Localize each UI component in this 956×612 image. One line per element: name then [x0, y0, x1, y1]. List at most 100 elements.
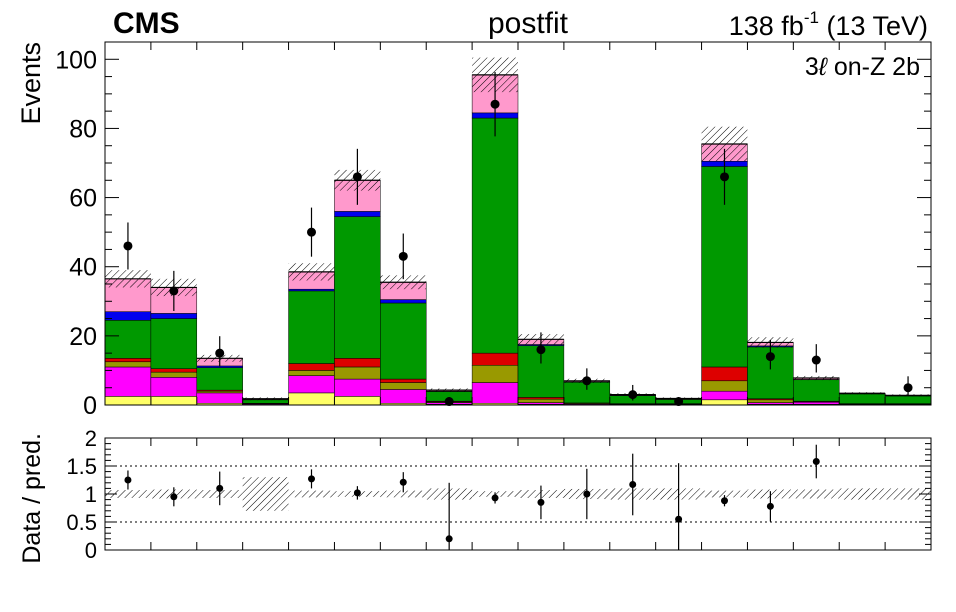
region-ell: ℓ: [818, 53, 828, 81]
ratio-uncertainty-band: [242, 477, 289, 511]
ratio-uncertainty-band: [105, 490, 151, 498]
ratio-y-tick-label: 0.5: [66, 510, 97, 535]
data-point: [169, 286, 179, 296]
ratio-uncertainty-band: [793, 489, 840, 499]
stack-segment-yellow: [288, 392, 335, 406]
lumi-superscript: -1: [804, 8, 819, 27]
ratio-point: [766, 502, 774, 510]
stack-segment-green: [793, 379, 840, 402]
stack-segment-red: [701, 366, 748, 382]
stack-segment-magenta: [196, 392, 243, 404]
stack-segment-yellow: [334, 396, 381, 406]
ratio-uncertainty-band: [288, 490, 335, 498]
stack-segment-blue: [334, 211, 381, 217]
stack-segment-green: [334, 216, 381, 359]
ratio-point: [445, 535, 453, 543]
stack-segment-green: [838, 393, 886, 404]
ratio-uncertainty-band: [701, 490, 748, 498]
data-point: [674, 397, 684, 407]
ratio-point: [629, 480, 637, 488]
ratio-point: [537, 498, 545, 506]
stack-segment-red: [517, 397, 565, 400]
stack-segment-red: [104, 358, 152, 363]
stack-segment-green: [884, 395, 932, 404]
ratio-point: [353, 489, 361, 497]
ratio-point: [399, 478, 407, 486]
stack-segment-olive: [747, 399, 794, 403]
stack-segment-green: [150, 318, 198, 369]
stack-segment-red: [288, 363, 335, 371]
stack-segment-magenta: [793, 401, 840, 405]
ratio-point: [170, 493, 178, 501]
ratio-point: [308, 475, 315, 483]
ratio-uncertainty-band: [885, 488, 931, 500]
stack-segment-red: [471, 352, 519, 366]
ratio-panel: 0 0.5 1 1.5 2: [66, 426, 932, 563]
stack-segment-olive: [334, 366, 381, 380]
stack-segment-green: [242, 399, 289, 404]
lumi-label: 138 fb-1 (13 TeV): [729, 8, 928, 41]
data-point: [307, 227, 316, 237]
region-suffix: on-Z 2b: [827, 53, 920, 81]
stack-segment-magenta: [471, 382, 519, 404]
ratio-y-tick-label: 0: [85, 538, 97, 563]
ratio-uncertainty-band: [380, 490, 427, 498]
stack-segment-magenta: [747, 402, 794, 405]
stack-segment-olive: [104, 361, 152, 368]
stack-segment-magenta: [701, 390, 748, 401]
stack-segment-blue: [380, 299, 427, 304]
stack-segment-yellow: [150, 396, 198, 406]
main-y-tick-label: 0: [83, 392, 97, 420]
main-y-tick-label: 20: [69, 323, 97, 351]
main-y-axis-label: Events: [16, 42, 46, 125]
energy-value: (13 TeV): [819, 11, 928, 41]
ratio-point: [124, 476, 132, 484]
region-label: 3ℓ on-Z 2b: [805, 53, 920, 81]
main-panel: 0 20 40 60 80 100: [55, 41, 932, 420]
fit-label: postfit: [488, 7, 569, 40]
stack-segment-magenta: [150, 377, 198, 397]
ratio-y-tick-label: 1.5: [66, 454, 97, 479]
ratio-y-tick-label: 1: [85, 482, 97, 507]
data-point: [444, 397, 454, 407]
ratio-y-axis-label: Data / pred.: [18, 433, 46, 564]
data-point: [720, 172, 729, 182]
ratio-point: [721, 497, 728, 505]
stack-segment-magenta: [380, 389, 427, 404]
data-point: [628, 390, 638, 400]
ratio-uncertainty-band: [839, 488, 886, 500]
lumi-value: 138 fb: [729, 11, 804, 41]
stack-segment-olive: [517, 398, 565, 403]
data-point: [215, 348, 225, 358]
stack-segment-red: [150, 368, 198, 373]
data-point: [398, 251, 408, 261]
stack-segment-red: [334, 358, 381, 368]
ratio-point: [491, 494, 499, 502]
stack-segment-magenta: [288, 375, 335, 394]
data-point: [582, 376, 592, 386]
main-y-tick-label: 80: [69, 115, 97, 143]
data-point: [765, 352, 775, 362]
data-point: [490, 99, 500, 109]
ratio-point: [675, 515, 683, 523]
stack-segment-olive: [288, 370, 335, 376]
data-point: [352, 172, 362, 182]
data-point: [536, 345, 546, 355]
stack-segment-magenta: [517, 402, 565, 405]
stack-segment-green: [288, 290, 335, 364]
stack-segment-green: [196, 367, 243, 391]
stack-segment-green: [380, 302, 427, 380]
stack-segment-magenta: [334, 378, 381, 397]
main-y-tick-label: 40: [69, 254, 97, 282]
stack-segment-olive: [196, 390, 243, 394]
ratio-point: [216, 484, 224, 492]
stack-segment-red: [380, 378, 427, 383]
ratio-point: [583, 490, 591, 498]
stack-segment-olive: [471, 364, 519, 383]
ratio-y-tick-label: 2: [85, 426, 97, 451]
data-point: [903, 383, 913, 393]
stack-segment-olive: [150, 371, 198, 378]
stack-segment-yellow: [701, 399, 748, 406]
experiment-label: CMS: [113, 7, 180, 40]
